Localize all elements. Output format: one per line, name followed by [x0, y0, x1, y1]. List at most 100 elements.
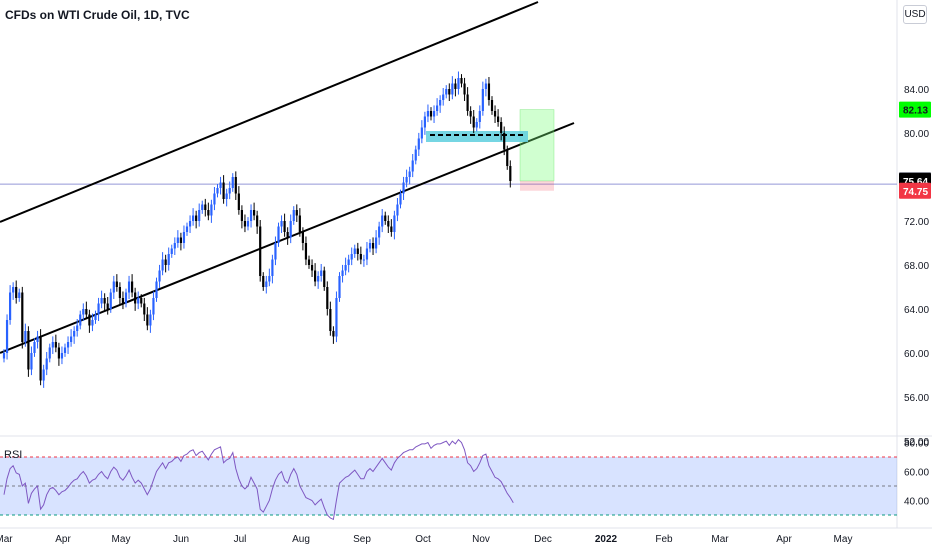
candle-body — [381, 215, 384, 227]
rsi-line — [3, 438, 514, 521]
price-label-text: 74.75 — [903, 187, 928, 198]
candle-body — [347, 259, 350, 265]
candle-body — [207, 210, 210, 216]
candle-body — [155, 281, 158, 298]
candle-body — [402, 182, 405, 194]
time-axis-tick: Oct — [415, 534, 431, 545]
candle-body — [70, 336, 73, 342]
candle-body — [161, 259, 164, 271]
candle-body — [246, 221, 250, 227]
candle-body — [445, 89, 448, 95]
candle-body — [310, 265, 314, 271]
candle-body — [103, 298, 106, 304]
candle-body — [24, 331, 27, 342]
candle-body — [265, 281, 268, 287]
time-axis-tick: Feb — [655, 534, 673, 545]
candle-body — [213, 193, 216, 205]
price-axis-tick: 52.00 — [904, 437, 929, 448]
price-axis-tick: 68.00 — [904, 261, 929, 272]
candle-body — [396, 204, 399, 216]
candle-body — [323, 270, 326, 287]
currency-button[interactable]: USD — [903, 5, 927, 24]
candle-body — [335, 298, 338, 337]
candle-body — [18, 292, 21, 298]
candle-body — [365, 248, 369, 260]
candle-body — [48, 347, 51, 359]
candle-body — [118, 287, 121, 298]
candle-body — [109, 292, 112, 309]
candle-body — [27, 331, 30, 370]
candle-body — [216, 188, 219, 194]
candle-body — [457, 78, 460, 89]
candle-body — [222, 182, 225, 199]
candle-body — [249, 210, 253, 221]
candle-body — [274, 243, 277, 260]
price-axis-tick: 80.00 — [904, 129, 929, 140]
candle-body — [497, 116, 500, 122]
chart-title: CFDs on WTI Crude Oil, 1D, TVC — [5, 8, 190, 22]
candle-body — [237, 193, 240, 210]
time-axis-tick: Apr — [776, 534, 792, 545]
candle-body — [143, 303, 146, 315]
candle-body — [45, 358, 48, 370]
candle-body — [231, 177, 234, 188]
candle-body — [487, 83, 491, 100]
candle-body — [399, 193, 402, 205]
candle-body — [414, 149, 417, 161]
candle-body — [60, 353, 64, 359]
candle-body — [2, 353, 6, 359]
candle-body — [338, 276, 341, 298]
candle-body — [115, 281, 118, 287]
candle-body — [359, 254, 362, 260]
time-axis-tick: Mar — [711, 534, 729, 545]
candle-body — [503, 133, 506, 150]
candle-body — [301, 232, 304, 243]
candle-body — [100, 298, 103, 304]
time-axis-tick: Jun — [173, 534, 189, 545]
candle-body — [182, 232, 186, 243]
price-axis-tick: 60.00 — [904, 349, 929, 360]
candle-body — [469, 111, 472, 117]
price-label-box — [899, 182, 931, 199]
candle-body — [63, 347, 67, 353]
rsi-band — [0, 457, 897, 515]
candle-body — [292, 210, 295, 221]
candle-body — [210, 204, 213, 216]
candle-body — [66, 342, 70, 348]
candle-body — [79, 314, 82, 326]
candle-body — [442, 94, 445, 100]
candle-body — [240, 210, 243, 221]
time-axis-tick: Sep — [353, 534, 371, 545]
candle-body — [393, 215, 396, 232]
candle-body — [127, 281, 131, 293]
price-axis-tick: 72.00 — [904, 217, 929, 228]
candle-body — [225, 193, 228, 199]
candle-body — [268, 276, 271, 282]
channel-upper-line — [0, 1, 539, 223]
candle-body — [289, 221, 292, 238]
candle-body — [173, 243, 176, 249]
candle-body — [51, 342, 54, 348]
candle-body — [454, 83, 457, 89]
candle-body — [73, 331, 76, 337]
candle-body — [201, 204, 204, 210]
price-axis-tick: 56.00 — [904, 393, 929, 404]
candle-body — [280, 221, 283, 227]
time-axis-tick: May — [112, 534, 131, 545]
candle-body — [21, 292, 24, 342]
candle-body — [295, 210, 298, 216]
candle-body — [149, 314, 152, 326]
candle-body — [484, 83, 487, 89]
time-axis-tick: 2022 — [595, 534, 618, 545]
candle-body — [460, 78, 463, 84]
candle-body — [420, 127, 423, 139]
candle-body — [112, 281, 115, 293]
candle-body — [253, 210, 256, 216]
candle-body — [466, 94, 469, 111]
candle-body — [219, 182, 222, 188]
support-zone — [426, 131, 528, 142]
candle-body — [30, 353, 33, 370]
